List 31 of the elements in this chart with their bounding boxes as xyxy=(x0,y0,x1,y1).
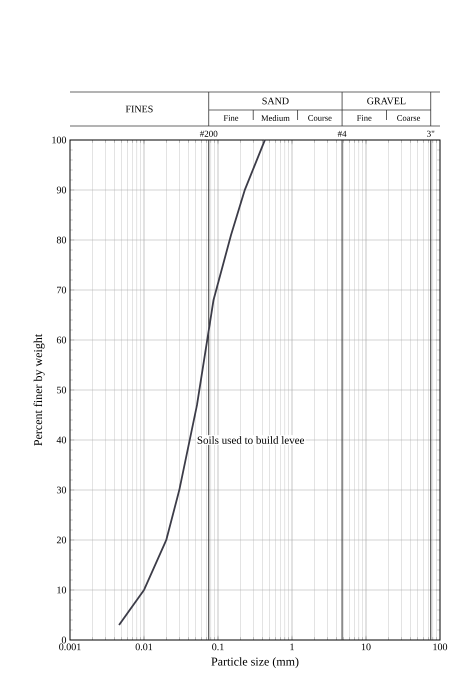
y-tick-label: 60 xyxy=(56,336,66,344)
text: Medium xyxy=(261,115,290,121)
y-tick-label: 0 xyxy=(62,636,66,644)
x-tick-label: 1 xyxy=(290,644,294,650)
text: 3" xyxy=(427,130,434,137)
text: Fine xyxy=(224,115,238,121)
y-tick-label: 10 xyxy=(57,586,66,594)
y-tick-label: 80 xyxy=(56,236,66,244)
x-axis-title: Particle size (mm) xyxy=(211,657,298,668)
x-tick-label: 100 xyxy=(433,644,448,650)
text: Course xyxy=(308,115,332,121)
y-tick-label: 70 xyxy=(57,286,66,294)
y-tick-label: 90 xyxy=(56,186,66,194)
y-tick-label: 20 xyxy=(56,536,66,544)
y-tick-label: 50 xyxy=(57,386,66,394)
text: SAND xyxy=(262,98,289,104)
y-axis-title: Percent finer by weight xyxy=(34,334,45,446)
text: #4 xyxy=(338,130,346,137)
annotation: Soils used to build levee xyxy=(198,436,304,444)
x-tick-label: 0.001 xyxy=(59,644,81,650)
text: FINES xyxy=(126,106,153,112)
y-tick-label: 40 xyxy=(56,436,66,444)
x-tick-label: 0.01 xyxy=(136,644,152,650)
x-tick-label: 10 xyxy=(362,644,371,650)
x-tick-label: 0.1 xyxy=(212,644,224,650)
text: GRAVEL xyxy=(367,98,406,104)
text: #200 xyxy=(200,130,218,137)
y-tick-label: 100 xyxy=(52,136,66,144)
text: Fine xyxy=(356,115,372,121)
text: Coarse xyxy=(397,115,420,121)
y-tick-label: 30 xyxy=(56,486,66,494)
